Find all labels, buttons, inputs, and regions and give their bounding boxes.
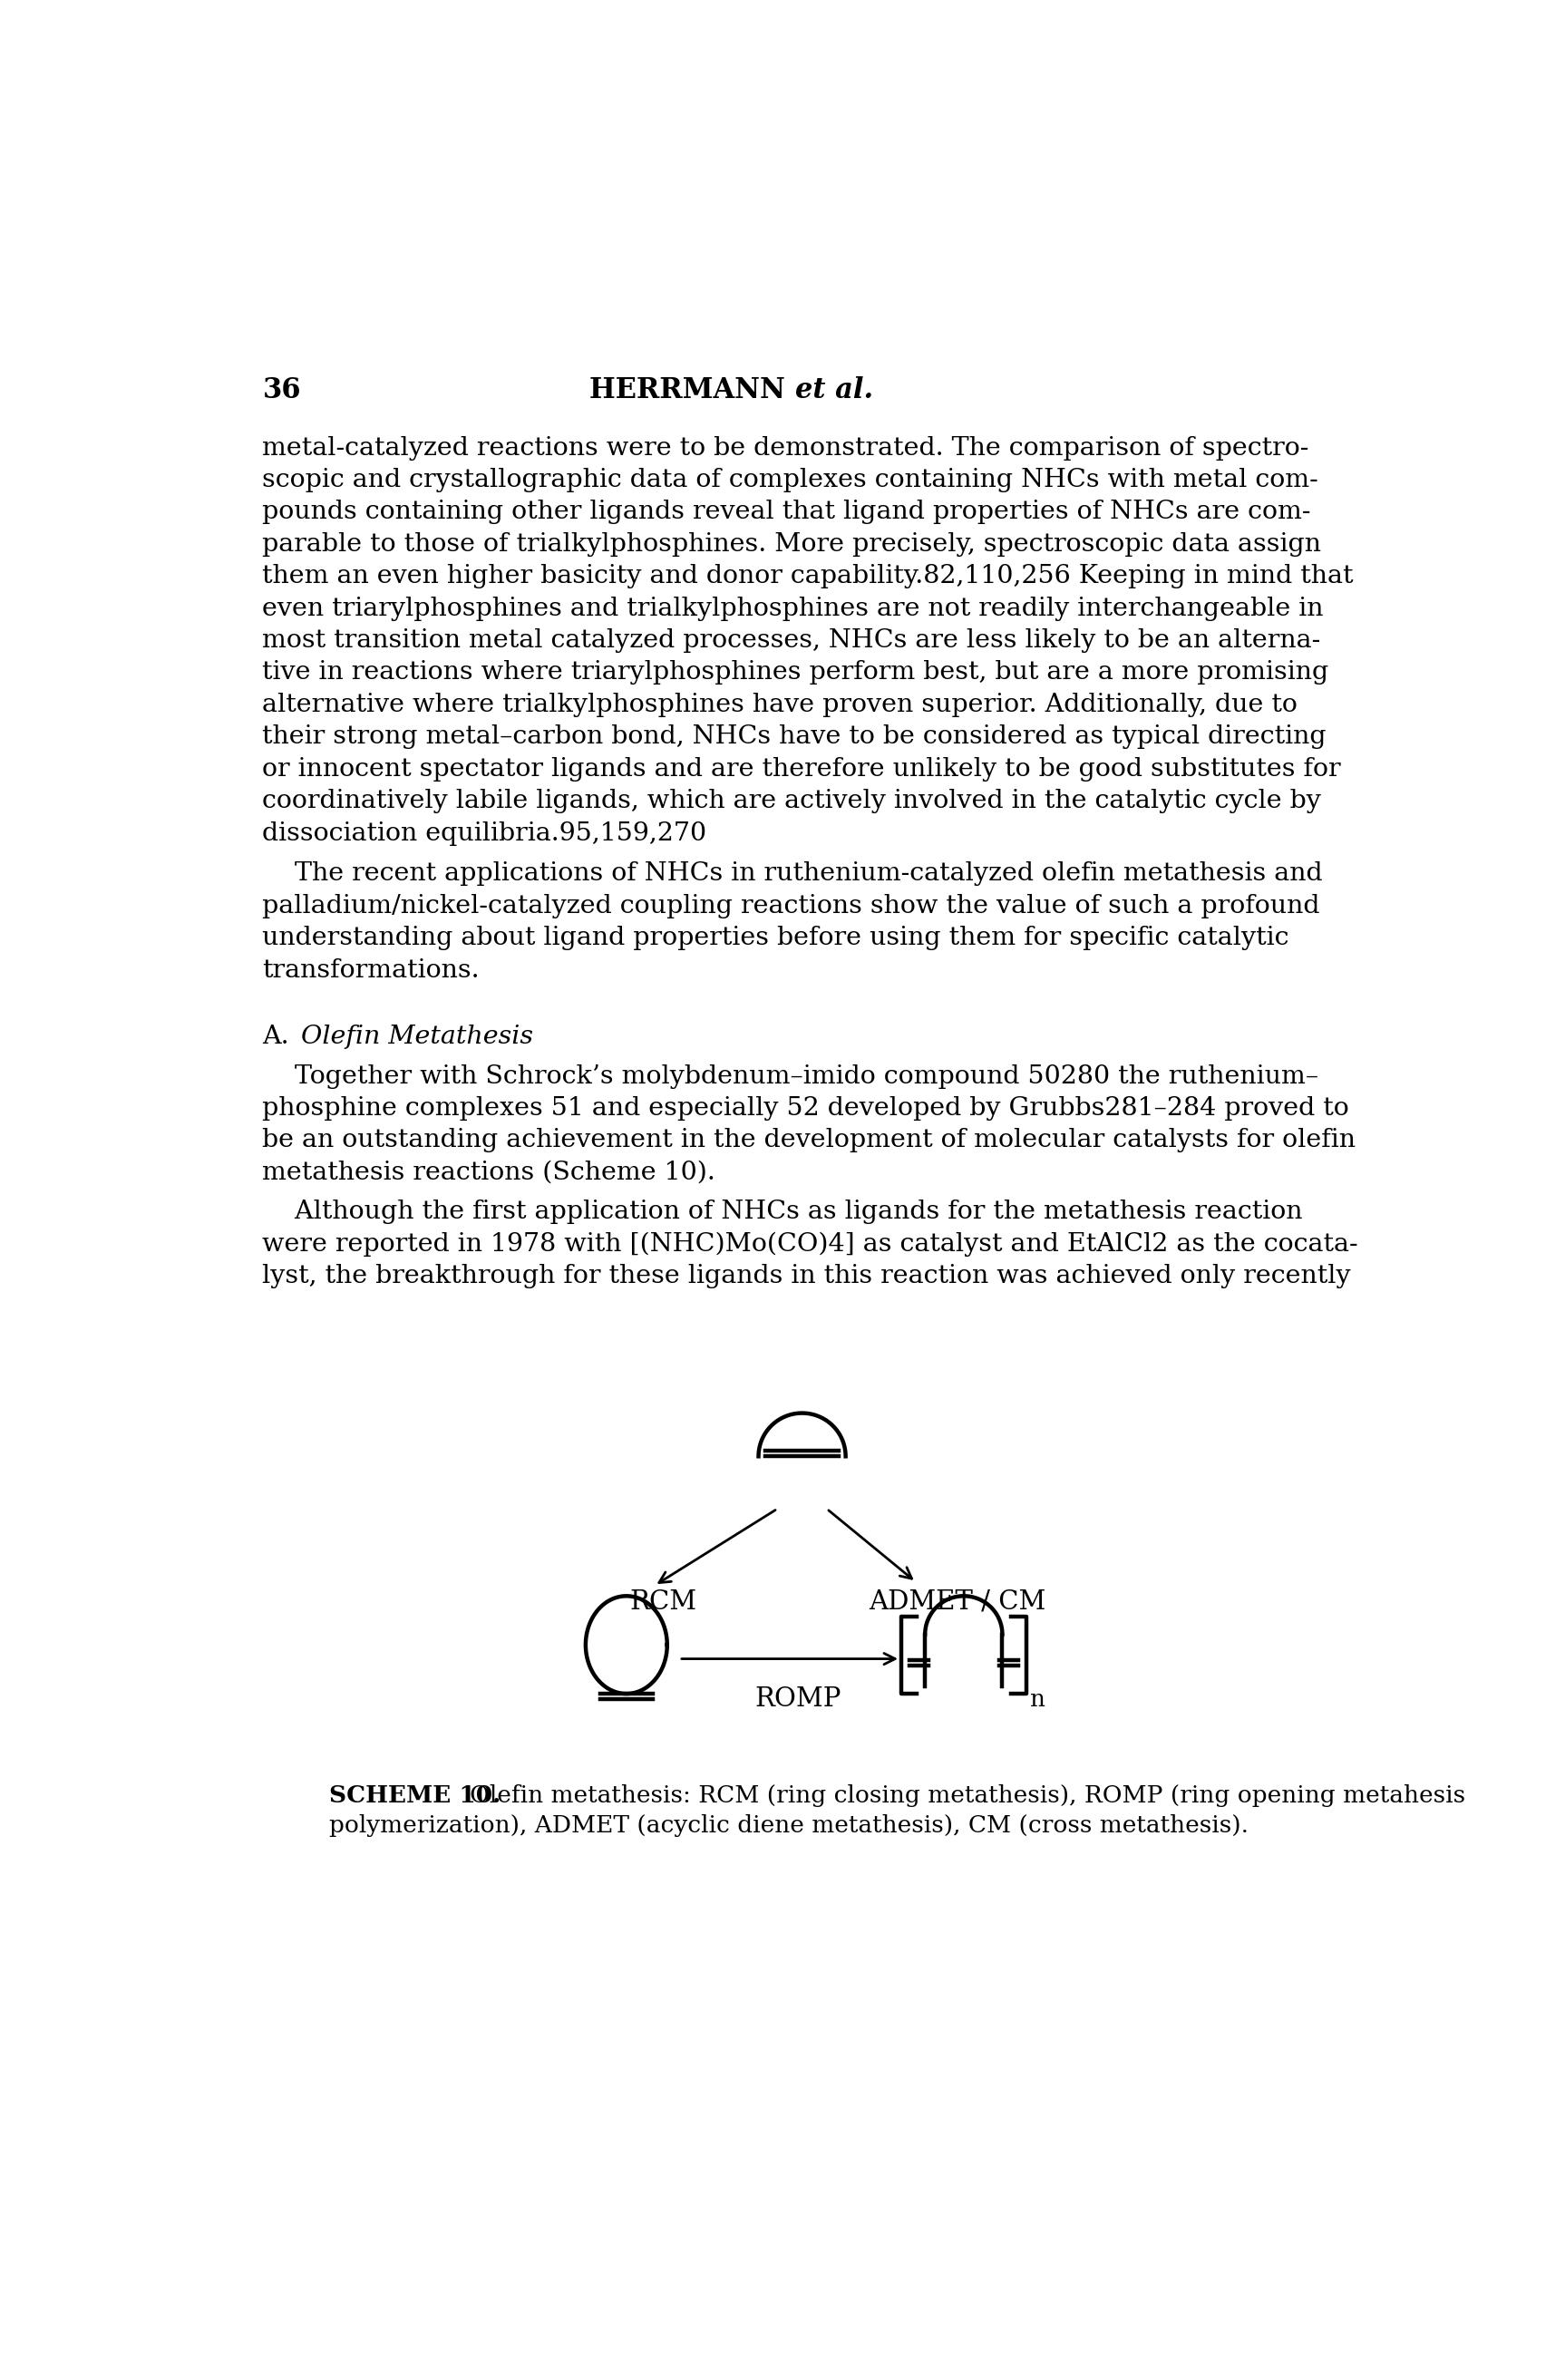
Text: Olefin Metathesis: Olefin Metathesis <box>285 1026 534 1050</box>
Text: tive in reactions where triarylphosphines perform best, but are a more promising: tive in reactions where triarylphosphine… <box>263 662 1329 685</box>
Text: Although the first application of NHCs as ligands for the metathesis reaction: Although the first application of NHCs a… <box>263 1200 1302 1223</box>
Text: polymerization), ADMET (acyclic diene metathesis), CM (cross metathesis).: polymerization), ADMET (acyclic diene me… <box>329 1814 1249 1837</box>
Text: Olefin metathesis: RCM (ring closing metathesis), ROMP (ring opening metahesis: Olefin metathesis: RCM (ring closing met… <box>448 1785 1465 1806</box>
Text: transformations.: transformations. <box>263 957 479 983</box>
Text: phosphine complexes 51 and especially 52 developed by Grubbs281–284 proved to: phosphine complexes 51 and especially 52… <box>263 1097 1349 1121</box>
Text: scopic and crystallographic data of complexes containing NHCs with metal com-: scopic and crystallographic data of comp… <box>263 469 1318 493</box>
Text: coordinatively labile ligands, which are actively involved in the catalytic cycl: coordinatively labile ligands, which are… <box>263 788 1321 814</box>
Text: parable to those of trialkylphosphines. More precisely, spectroscopic data assig: parable to those of trialkylphosphines. … <box>263 533 1321 557</box>
Text: were reported in 1978 with [(NHC)Mo(CO)4] as catalyst and EtAlCl2 as the cocata-: were reported in 1978 with [(NHC)Mo(CO)4… <box>263 1230 1358 1257</box>
Text: dissociation equilibria.95,159,270: dissociation equilibria.95,159,270 <box>263 821 707 845</box>
Text: pounds containing other ligands reveal that ligand properties of NHCs are com-: pounds containing other ligands reveal t… <box>263 500 1311 524</box>
Text: A.: A. <box>263 1026 290 1050</box>
Text: RCM: RCM <box>629 1590 696 1614</box>
Text: ROMP: ROMP <box>754 1687 840 1711</box>
Text: ADMET / CM: ADMET / CM <box>869 1590 1045 1614</box>
Text: The recent applications of NHCs in ruthenium-catalyzed olefin metathesis and: The recent applications of NHCs in ruthe… <box>263 862 1322 885</box>
Text: lyst, the breakthrough for these ligands in this reaction was achieved only rece: lyst, the breakthrough for these ligands… <box>263 1264 1351 1288</box>
Text: their strong metal–carbon bond, NHCs have to be considered as typical directing: their strong metal–carbon bond, NHCs hav… <box>263 726 1327 750</box>
Text: HERRMANN: HERRMANN <box>590 376 795 405</box>
Text: palladium/nickel-catalyzed coupling reactions show the value of such a profound: palladium/nickel-catalyzed coupling reac… <box>263 892 1319 919</box>
Text: 36: 36 <box>263 376 300 405</box>
Text: SCHEME 10.: SCHEME 10. <box>329 1785 501 1806</box>
Text: n: n <box>1030 1687 1045 1711</box>
Text: Together with Schrock’s molybdenum–imido compound 50280 the ruthenium–: Together with Schrock’s molybdenum–imido… <box>263 1064 1319 1088</box>
Text: them an even higher basicity and donor capability.82,110,256 Keeping in mind tha: them an even higher basicity and donor c… <box>263 564 1354 588</box>
Text: metathesis reactions (Scheme 10).: metathesis reactions (Scheme 10). <box>263 1161 715 1185</box>
Text: alternative where trialkylphosphines have proven superior. Additionally, due to: alternative where trialkylphosphines hav… <box>263 693 1297 716</box>
Text: metal-catalyzed reactions were to be demonstrated. The comparison of spectro-: metal-catalyzed reactions were to be dem… <box>263 436 1308 459</box>
Text: be an outstanding achievement in the development of molecular catalysts for olef: be an outstanding achievement in the dev… <box>263 1128 1355 1152</box>
Text: most transition metal catalyzed processes, NHCs are less likely to be an alterna: most transition metal catalyzed processe… <box>263 628 1321 652</box>
Text: et al.: et al. <box>795 376 873 405</box>
Text: or innocent spectator ligands and are therefore unlikely to be good substitutes : or innocent spectator ligands and are th… <box>263 757 1341 781</box>
Text: understanding about ligand properties before using them for specific catalytic: understanding about ligand properties be… <box>263 926 1290 950</box>
Text: even triarylphosphines and trialkylphosphines are not readily interchangeable in: even triarylphosphines and trialkylphosp… <box>263 597 1324 621</box>
